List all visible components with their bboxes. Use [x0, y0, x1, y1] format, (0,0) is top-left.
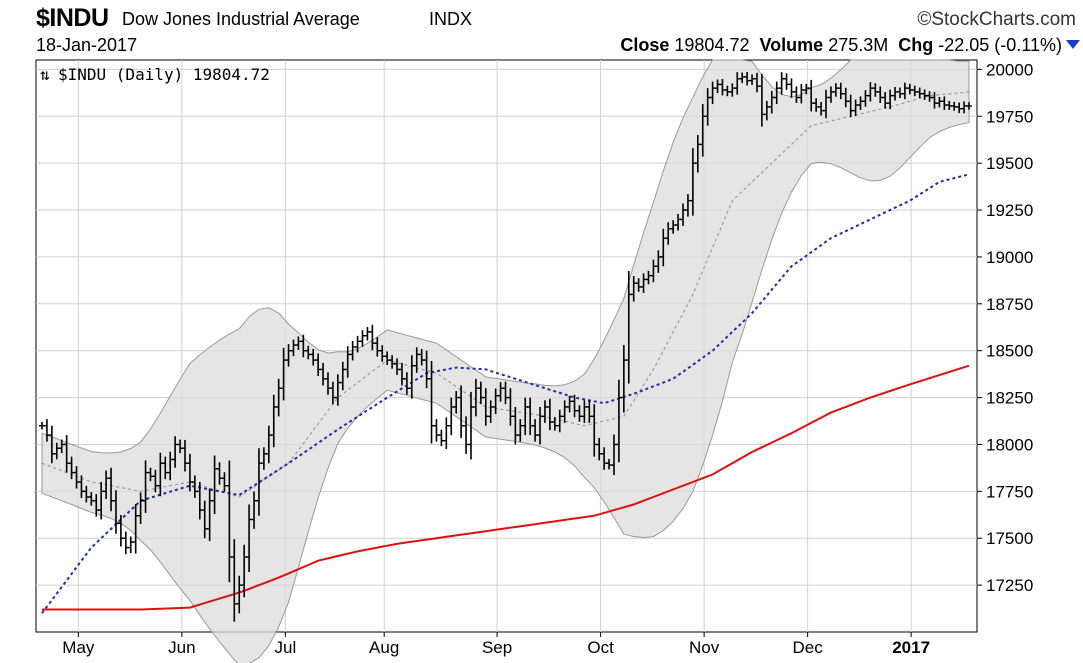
y-tick-label: 17500	[986, 529, 1033, 548]
price-bars	[39, 72, 972, 622]
x-tick-label: 2017	[892, 638, 930, 657]
y-tick-label: 17750	[986, 482, 1033, 501]
y-tick-label: 18500	[986, 342, 1033, 361]
y-tick-label: 19250	[986, 201, 1033, 220]
up-down-arrows-icon: ⇅	[40, 65, 50, 84]
moving-average-red	[42, 364, 970, 611]
indicator-lines	[41, 91, 970, 614]
x-tick-label: Dec	[793, 638, 824, 657]
x-tick-label: Oct	[587, 638, 614, 657]
x-tick-label: May	[62, 638, 95, 657]
chg-label: Chg	[898, 35, 934, 55]
quote-date: 18-Jan-2017	[36, 35, 138, 55]
y-tick-label: 19750	[986, 107, 1033, 126]
y-axis: 17250 17500 17750 18000 18250 18500 18750 19000…	[977, 60, 1033, 595]
brand-watermark[interactable]: ©StockCharts.com	[917, 9, 1076, 30]
y-tick-label: 18250	[986, 389, 1033, 408]
y-tick-label: 18750	[986, 295, 1033, 314]
triangle-down-icon	[1066, 40, 1080, 49]
volume-value: 275.3M	[828, 35, 889, 55]
bollinger-band	[41, 59, 970, 663]
price-bar	[966, 102, 972, 110]
close-value: 19804.72	[674, 35, 750, 55]
y-tick-label: 18000	[986, 435, 1033, 454]
moving-average-blue	[41, 173, 970, 614]
x-tick-label: Nov	[689, 638, 720, 657]
chg-value: -22.05 (-0.11%)	[938, 35, 1062, 55]
close-label: Close	[620, 35, 670, 55]
volume-label: Volume	[759, 35, 824, 55]
bollinger-area	[41, 59, 970, 663]
legend-label: $INDU (Daily) 19804.72	[58, 65, 270, 84]
x-tick-label: Sep	[482, 638, 512, 657]
price-summary: 18-Jan-2017 Close 19804.72 Volume 275.3M…	[36, 35, 1080, 57]
y-tick-label: 19500	[986, 154, 1033, 173]
y-tick-label: 17250	[986, 576, 1033, 595]
x-tick-label: Jul	[274, 638, 296, 657]
x-axis: May Jun Jul Aug Sep Oct Nov Dec 2017	[62, 632, 930, 657]
index-name: Dow Jones Industrial Average	[122, 9, 360, 29]
exchange-code: INDX	[429, 9, 473, 29]
legend: ⇅ $INDU (Daily) 19804.72	[40, 65, 270, 84]
y-tick-label: 20000	[986, 60, 1033, 79]
ticker-symbol: $INDU	[36, 4, 109, 32]
quote-stats: Close 19804.72 Volume 275.3M Chg -22.05 …	[620, 35, 1080, 56]
x-tick-label: Jun	[168, 638, 195, 657]
bollinger-middle-line	[41, 91, 970, 498]
chart-header: $INDU Dow Jones Industrial Average INDX …	[36, 4, 1076, 32]
y-tick-label: 19000	[986, 248, 1033, 267]
x-tick-label: Aug	[369, 638, 399, 657]
